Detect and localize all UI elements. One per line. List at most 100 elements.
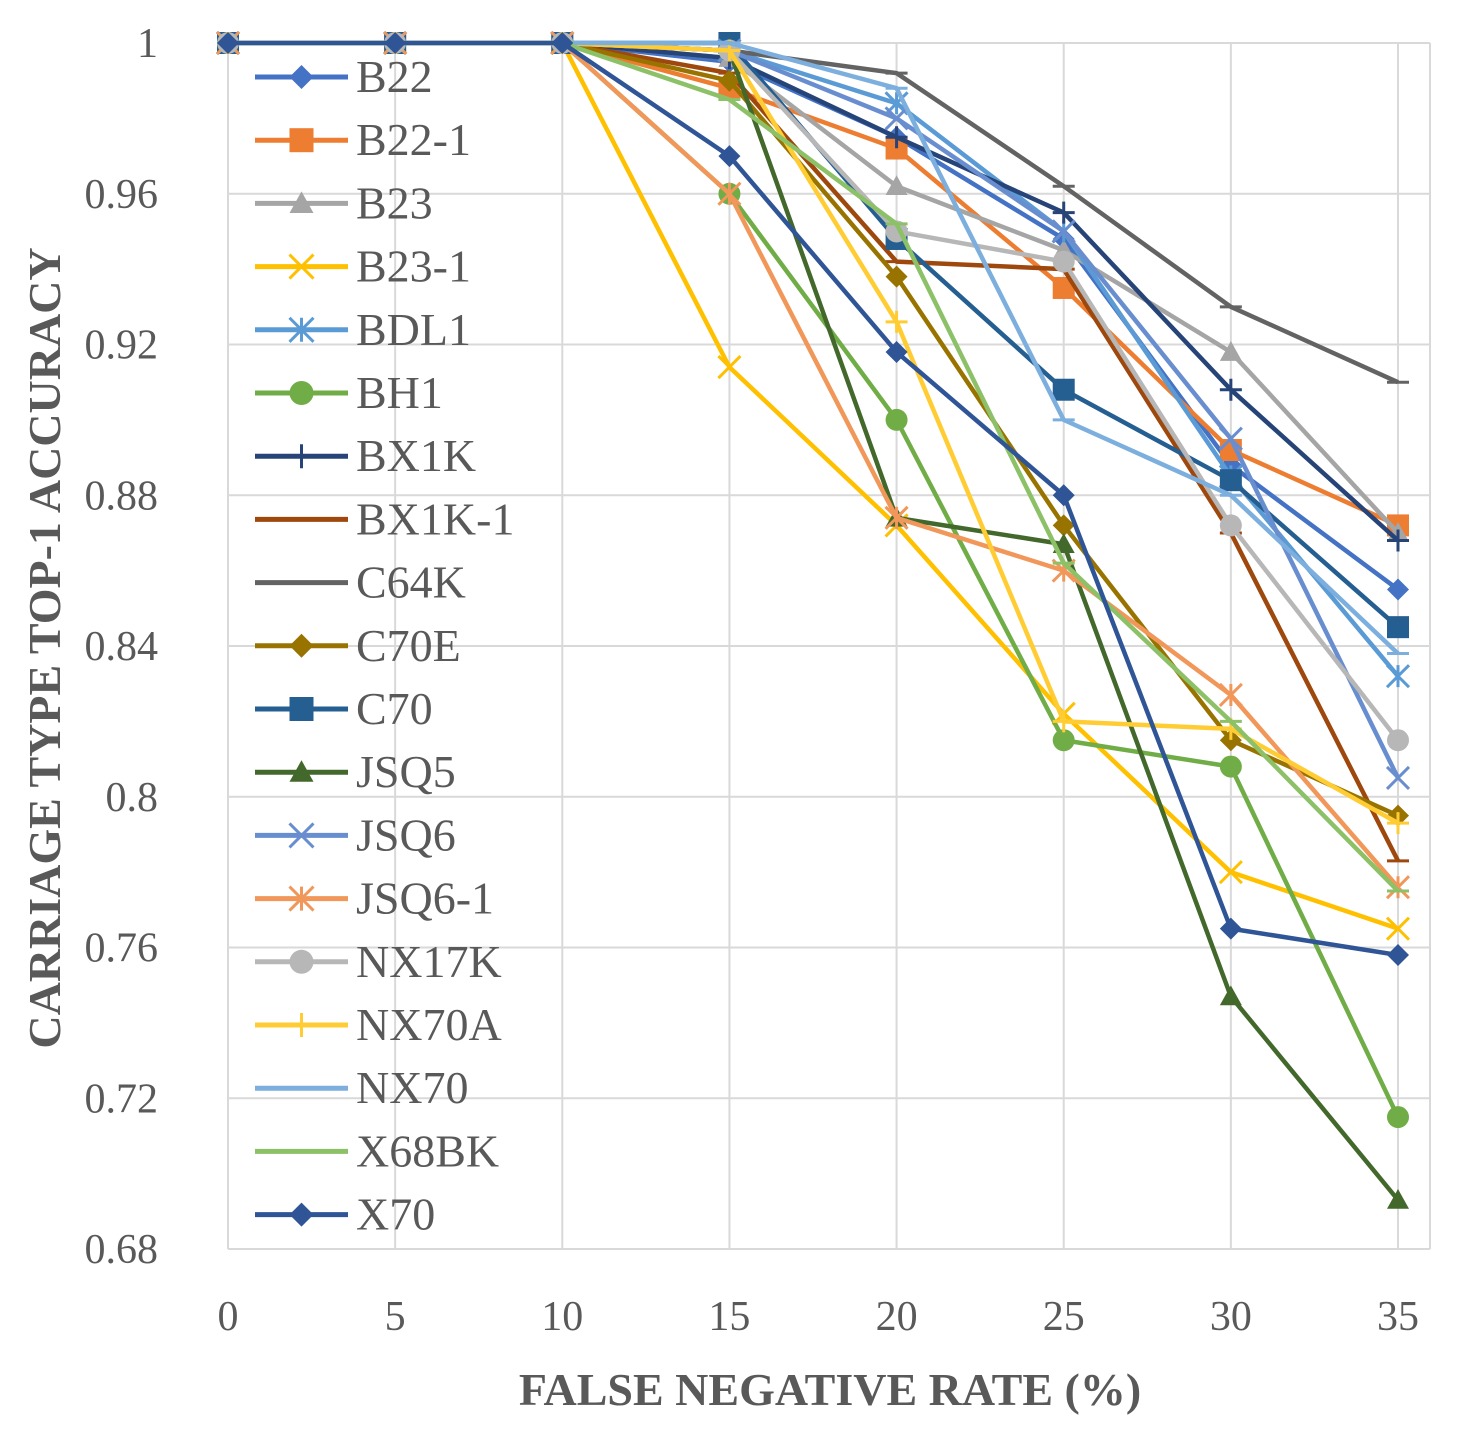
legend-item: B23-1	[255, 241, 471, 292]
data-point	[885, 341, 908, 364]
data-point	[1387, 729, 1409, 752]
legend-label: BDL1	[356, 304, 471, 355]
data-point	[1052, 514, 1075, 537]
legend-item: C70E	[255, 620, 461, 671]
data-point	[884, 106, 909, 131]
data-point	[1052, 378, 1075, 401]
data-point	[1219, 755, 1242, 778]
data-point	[1387, 1106, 1409, 1129]
legend-item: JSQ5	[255, 746, 456, 797]
legend-marker	[289, 697, 314, 721]
data-point	[1052, 201, 1075, 224]
legend-item: BX1K-1	[255, 493, 514, 544]
y-tick-label: 0.68	[85, 1227, 159, 1273]
legend-marker	[289, 633, 314, 658]
data-point	[1219, 378, 1242, 401]
legend-label: B22	[356, 51, 433, 102]
legend-label: JSQ6	[356, 809, 456, 860]
data-point	[1385, 875, 1411, 900]
data-point	[1052, 276, 1075, 299]
data-point	[1219, 514, 1242, 537]
data-point	[1385, 916, 1411, 941]
data-point	[885, 265, 908, 288]
legend-marker	[288, 253, 315, 280]
legend-item: JSQ6	[255, 809, 456, 860]
y-tick-label: 0.84	[85, 624, 159, 670]
data-point	[885, 408, 908, 431]
y-tick-label: 0.8	[106, 775, 159, 821]
data-point	[717, 355, 742, 380]
legend-label: C70E	[356, 620, 461, 671]
x-tick-label: 15	[708, 1294, 750, 1340]
data-point	[384, 32, 407, 54]
data-point	[885, 310, 908, 333]
y-axis-title: CARRIAGE TYPE TOP-1 ACCURACY	[19, 247, 70, 1048]
data-point	[1385, 765, 1411, 790]
legend-item: X68BK	[255, 1125, 499, 1176]
gridlines	[227, 42, 1431, 1250]
x-tick-label: 10	[541, 1294, 583, 1340]
legend-label: JSQ6-1	[356, 873, 494, 924]
legend-label: X68BK	[356, 1125, 499, 1176]
data-point	[217, 32, 239, 54]
data-point	[1387, 944, 1409, 967]
data-point	[551, 32, 574, 54]
legend-marker	[289, 191, 314, 213]
legend-item: NX70	[255, 1062, 468, 1113]
legend-marker	[288, 885, 315, 912]
x-tick-label: 30	[1210, 1294, 1252, 1340]
legend-marker	[289, 949, 314, 974]
legend-item: JSQ6-1	[255, 873, 494, 924]
series-line	[228, 40, 1399, 958]
legend: B22 B22-1 B23 B23-1 BDL1 BH1 BX1K BX1K-1 C64K C70…	[255, 51, 514, 1240]
legend-marker	[289, 1013, 314, 1037]
legend-item: BDL1	[255, 304, 471, 355]
y-tick-label: 1	[137, 21, 158, 67]
legend-label: X70	[356, 1189, 435, 1240]
legend-item: B23	[255, 177, 433, 228]
legend-label: NX17K	[356, 936, 502, 987]
data-point	[1052, 710, 1075, 733]
data-point	[1219, 729, 1242, 752]
data-point	[1387, 616, 1409, 639]
data-point	[1052, 484, 1075, 507]
data-point	[717, 181, 742, 206]
data-point	[885, 126, 908, 149]
legend-marker	[289, 760, 314, 782]
data-point	[885, 175, 908, 196]
legend-item: B22-1	[255, 114, 471, 165]
legend-label: BH1	[356, 367, 443, 418]
x-axis-title: FALSE NEGATIVE RATE (%)	[519, 1364, 1141, 1415]
data-point	[1218, 682, 1243, 708]
legend-item: NX17K	[255, 936, 502, 987]
data-point	[1387, 529, 1409, 552]
y-axis-ticks: 0.68 0.72 0.76 0.8 0.84 0.88 0.92 0.96 1	[85, 21, 159, 1273]
data-point	[1218, 426, 1243, 451]
legend-label: C70	[356, 683, 433, 734]
x-tick-label: 0	[218, 1294, 239, 1340]
series-x70	[217, 32, 1409, 967]
x-axis-ticks: 0 5 10 15 20 25 30 35	[218, 1294, 1420, 1340]
legend-label: BX1K-1	[356, 493, 514, 544]
data-point	[884, 505, 909, 530]
y-tick-label: 0.92	[85, 323, 159, 369]
legend-label: B22-1	[356, 114, 471, 165]
legend-item: C70	[255, 683, 433, 734]
legend-marker	[289, 1202, 314, 1227]
legend-marker	[289, 128, 314, 153]
data-point	[1052, 729, 1075, 752]
data-point	[885, 137, 908, 160]
data-point	[718, 69, 741, 92]
legend-label: B23-1	[356, 241, 471, 292]
series-layer	[215, 30, 1411, 1209]
data-point	[1219, 985, 1242, 1006]
data-point	[718, 145, 741, 168]
y-tick-label: 0.72	[85, 1076, 159, 1122]
x-tick-label: 20	[876, 1294, 918, 1340]
legend-marker	[289, 381, 314, 405]
data-point	[1387, 578, 1409, 601]
y-tick-label: 0.88	[85, 473, 159, 519]
legend-item: BH1	[255, 367, 443, 418]
legend-item: B22	[255, 51, 433, 102]
